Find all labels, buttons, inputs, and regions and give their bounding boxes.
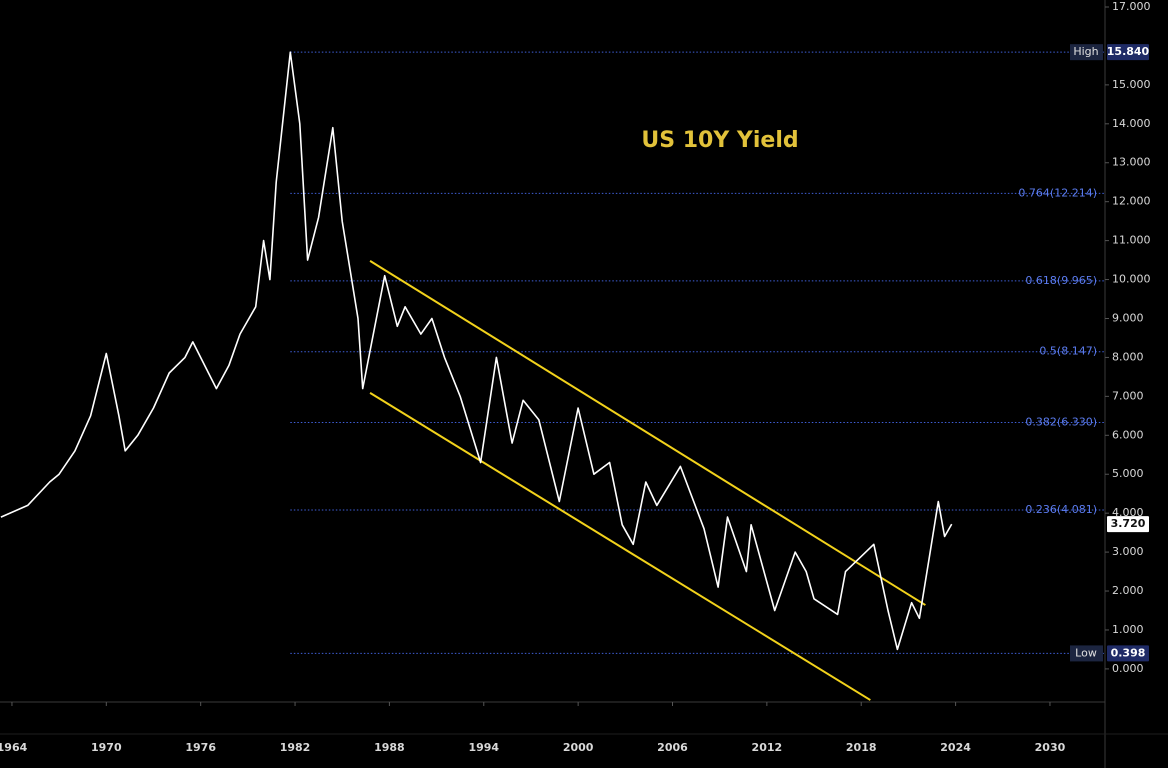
x-tick-label: 1970 [91, 741, 122, 754]
x-tick-label: 1988 [374, 741, 405, 754]
fib-level-label: 0.5(8.147) [1039, 345, 1097, 358]
low-badge [1107, 645, 1149, 662]
low-label-bg [1070, 645, 1103, 662]
channel-line [369, 260, 926, 606]
y-tick-label: 4.000 [1112, 506, 1144, 519]
low-value-label: 0.398 [1111, 646, 1146, 659]
high-label: High [1073, 45, 1098, 58]
y-tick-label: 11.000 [1112, 234, 1151, 247]
high-label-bg [1070, 44, 1103, 61]
x-tick-label: 1994 [468, 741, 499, 754]
y-tick-label: 6.000 [1112, 428, 1144, 441]
y-tick-label: 2.000 [1112, 584, 1144, 597]
x-tick-label: 2012 [752, 741, 783, 754]
x-tick-label: 1964 [0, 741, 28, 754]
high-value-label: 15.840 [1107, 45, 1150, 58]
y-tick-label: 15.000 [1112, 78, 1151, 91]
fib-level-label: 0.236(4.081) [1025, 503, 1097, 516]
x-tick-label: 2006 [657, 741, 688, 754]
y-tick-label: 14.000 [1112, 117, 1151, 130]
y-tick-label: 17.000 [1112, 0, 1151, 13]
y-tick-label: 8.000 [1112, 350, 1144, 363]
y-tick-label: 12.000 [1112, 195, 1151, 208]
x-tick-label: 1976 [185, 741, 216, 754]
y-tick-label: 7.000 [1112, 389, 1144, 402]
last-badge [1107, 516, 1149, 533]
x-tick-label: 2030 [1035, 741, 1066, 754]
y-tick-label: 3.000 [1112, 545, 1144, 558]
fib-level-label: 0.764(12.214) [1018, 186, 1097, 199]
low-label: Low [1075, 646, 1097, 659]
y-tick-label: 13.000 [1112, 156, 1151, 169]
x-tick-label: 2000 [563, 741, 594, 754]
yield-line [0, 51, 953, 651]
x-tick-label: 1982 [280, 741, 311, 754]
chart-title: US 10Y Yield [641, 128, 798, 153]
channel-line [369, 392, 871, 701]
x-tick-label: 2024 [940, 741, 971, 754]
fib-level-label: 0.618(9.965) [1025, 274, 1097, 287]
fib-level-label: 0.382(6.330) [1025, 415, 1097, 428]
x-tick-label: 2018 [846, 741, 877, 754]
y-tick-label: 10.000 [1112, 273, 1151, 286]
last-value-label: 3.720 [1111, 517, 1146, 530]
y-tick-label: 9.000 [1112, 311, 1144, 324]
y-tick-label: 0.000 [1112, 662, 1144, 675]
y-tick-label: 5.000 [1112, 467, 1144, 480]
high-badge [1107, 44, 1149, 61]
y-tick-label: 1.000 [1112, 623, 1144, 636]
